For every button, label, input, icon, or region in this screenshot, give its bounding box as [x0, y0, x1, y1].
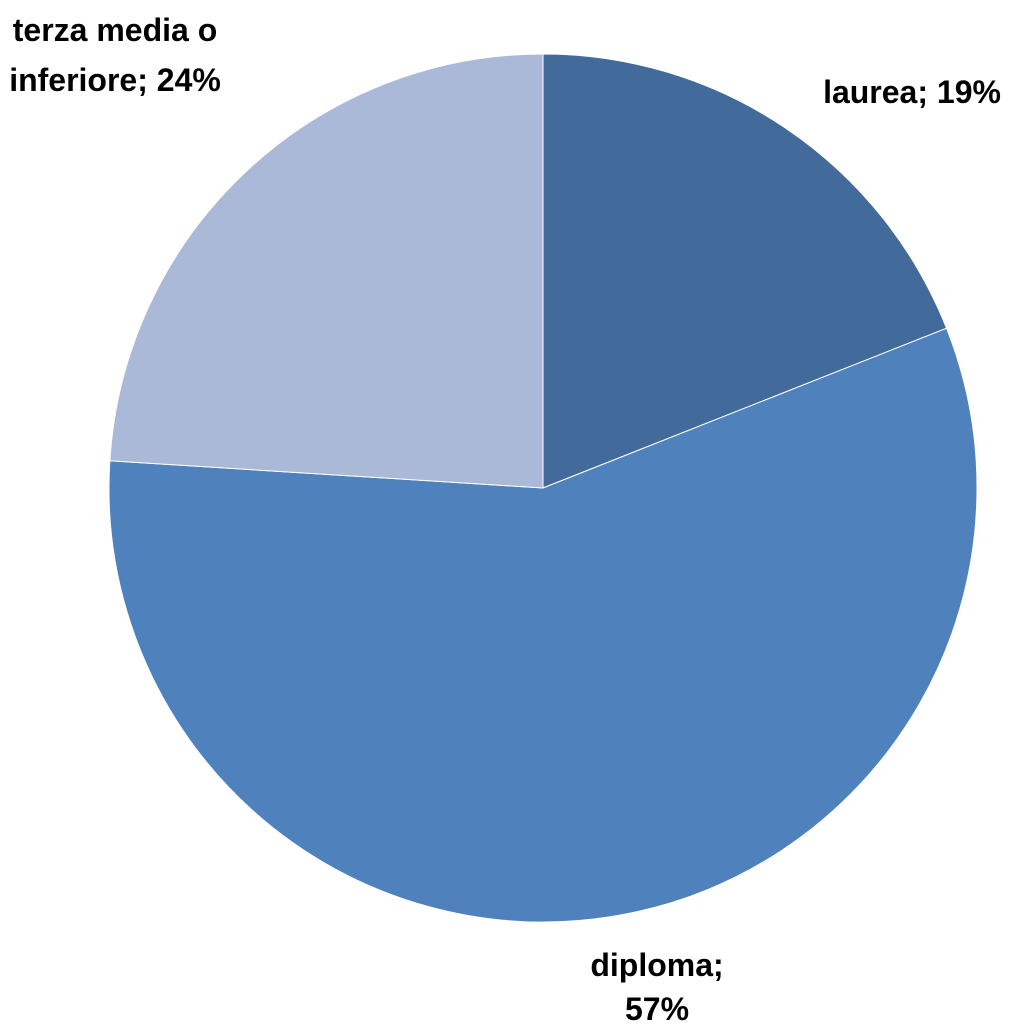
data-label: laurea; 19% [823, 74, 1001, 110]
data-label: terza media o inferiore; 24% [9, 12, 221, 98]
pie-slice [109, 53, 544, 489]
data-label: diploma; 57% [590, 947, 724, 1025]
pie-slice [542, 53, 948, 489]
pie-slice [108, 327, 978, 923]
